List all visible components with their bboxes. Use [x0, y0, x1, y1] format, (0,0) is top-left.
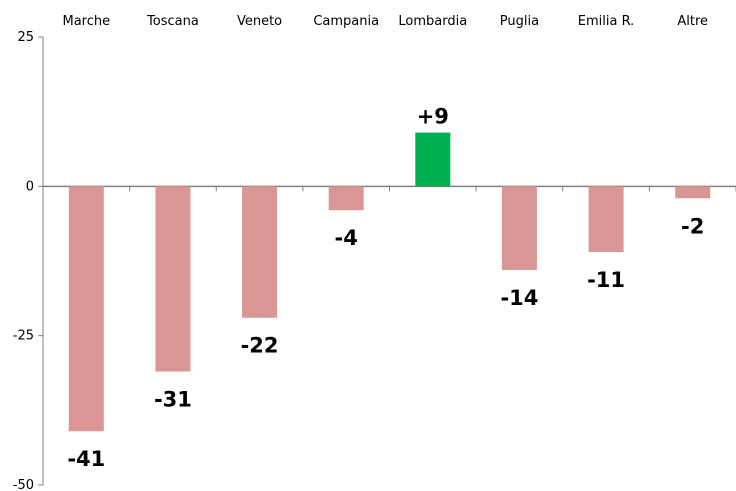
data-label: -2: [681, 214, 704, 238]
data-label: -41: [67, 447, 105, 471]
category-label: Veneto: [237, 14, 282, 29]
category-label: Altre: [677, 14, 708, 29]
data-label: -11: [587, 268, 625, 292]
y-tick-label: -50: [13, 478, 34, 491]
data-label: -4: [335, 226, 358, 250]
bars: [68, 132, 711, 432]
category-label: Toscana: [146, 14, 199, 29]
y-tick-label: 0: [26, 179, 34, 194]
category-label: Emilia R.: [578, 14, 635, 29]
bar-altre: [675, 186, 711, 199]
y-tick-label: 25: [17, 30, 34, 45]
axes: 25 0 -25 -50: [13, 30, 736, 491]
data-label: -14: [500, 286, 538, 310]
category-label: Campania: [313, 14, 379, 29]
y-tick-label: -25: [13, 329, 34, 344]
labels: Marche -41 Toscana -31 Veneto -22 Campania -4 Lo…: [62, 14, 708, 471]
category-label: Puglia: [500, 14, 539, 29]
category-label: Lombardia: [398, 14, 467, 29]
bar-veneto: [242, 186, 278, 318]
bar-emilia-r: [588, 186, 624, 253]
bar-toscana: [155, 186, 191, 372]
data-label: -22: [241, 334, 279, 358]
bar-lombardia: [415, 132, 451, 187]
bar-campania: [328, 186, 364, 211]
category-label: Marche: [62, 14, 110, 29]
bar-marche: [68, 186, 104, 432]
bar-puglia: [501, 186, 537, 270]
data-label: +9: [417, 105, 449, 129]
data-label: -31: [154, 388, 192, 412]
